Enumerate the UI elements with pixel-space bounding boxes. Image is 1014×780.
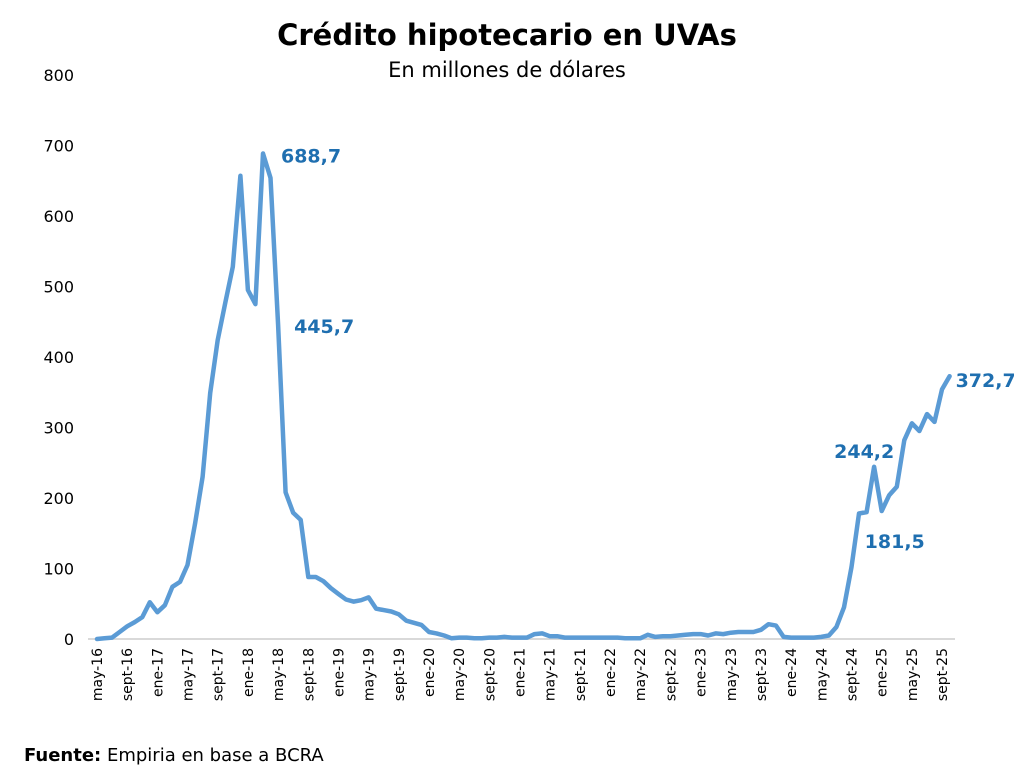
x-tick-label: ene-18	[241, 648, 257, 697]
x-tick-label: sept-24	[845, 648, 861, 701]
y-tick-label: 600	[43, 207, 74, 226]
data-label: 372,7	[956, 370, 1014, 392]
x-tick-label: ene-21	[513, 648, 529, 697]
x-tick-label: ene-17	[150, 648, 166, 697]
data-label: 688,7	[281, 145, 341, 167]
series-line	[94, 151, 952, 642]
y-tick-label: 100	[43, 560, 74, 579]
source-label: Fuente:	[24, 745, 102, 766]
x-tick-label: may-19	[362, 648, 378, 701]
y-tick-label: 400	[43, 348, 74, 367]
x-tick-label: may-22	[633, 648, 649, 701]
data-label: 445,7	[294, 316, 354, 338]
source-note: Fuente: Empiria en base a BCRA	[24, 745, 324, 766]
x-tick-label: may-18	[271, 648, 287, 701]
x-tick-label: may-24	[814, 648, 830, 701]
x-tick-label: may-23	[724, 648, 740, 701]
data-label: 181,5	[865, 531, 925, 553]
x-tick-label: may-25	[905, 648, 921, 701]
data-label: 244,2	[834, 441, 894, 463]
x-tick-label: may-16	[90, 648, 106, 701]
x-tick-label: sept-20	[482, 648, 498, 701]
y-tick-label: 0	[64, 630, 74, 649]
y-tick-label: 500	[43, 278, 74, 297]
x-tick-label: ene-22	[603, 648, 619, 697]
source-text: Empiria en base a BCRA	[101, 745, 324, 766]
x-tick-label: may-21	[543, 648, 559, 701]
y-tick-label: 800	[43, 66, 74, 85]
x-tick-label: sept-16	[120, 648, 136, 701]
x-tick-label: may-17	[181, 648, 197, 701]
x-tick-label: sept-21	[573, 648, 589, 701]
x-tick-label: ene-20	[422, 648, 438, 697]
x-tick-label: ene-24	[784, 648, 800, 697]
x-tick-label: ene-19	[331, 648, 347, 697]
x-tick-label: ene-23	[694, 648, 710, 697]
chart-subtitle: En millones de dólares	[388, 58, 626, 82]
x-tick-label: ene-25	[875, 648, 891, 697]
x-tick-label: may-20	[452, 648, 468, 701]
x-tick-label: sept-17	[211, 648, 227, 701]
x-tick-label: sept-22	[663, 648, 679, 701]
y-tick-label: 300	[43, 419, 74, 438]
y-tick-label: 700	[43, 137, 74, 156]
x-tick-label: sept-18	[301, 648, 317, 701]
x-tick-label: sept-25	[935, 648, 951, 701]
y-tick-label: 200	[43, 489, 74, 508]
chart-title: Crédito hipotecario en UVAs	[277, 18, 737, 52]
x-tick-label: sept-23	[754, 648, 770, 701]
x-tick-label: sept-19	[392, 648, 408, 701]
